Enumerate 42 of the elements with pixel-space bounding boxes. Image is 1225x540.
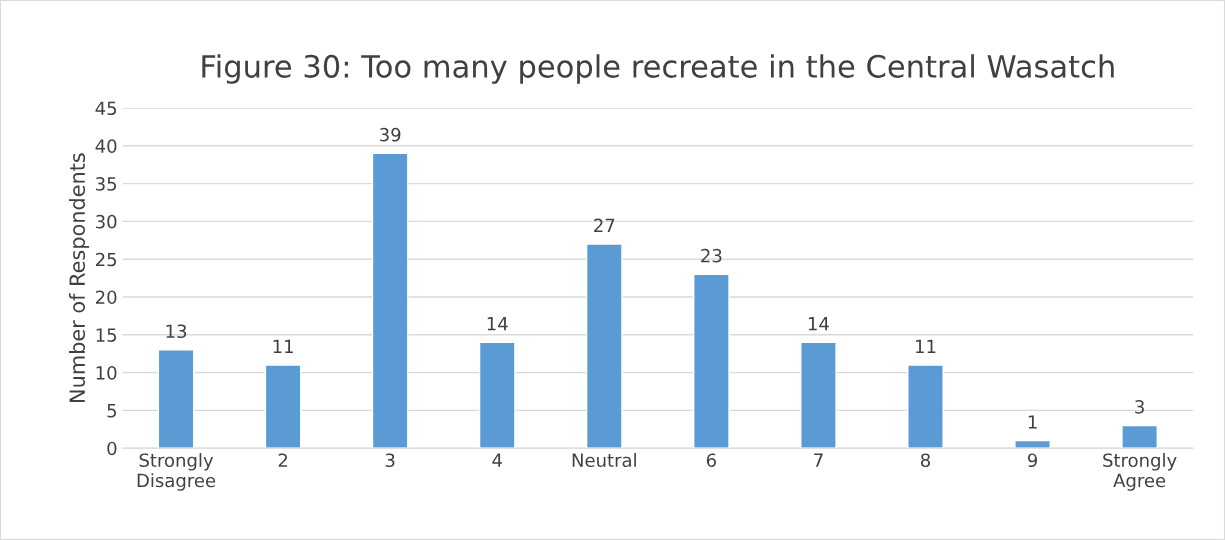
- y-tick-label: 30: [96, 214, 117, 229]
- data-label: 27: [594, 218, 615, 232]
- bar: [371, 152, 409, 449]
- x-tick-label: 7: [814, 453, 823, 467]
- bar: [478, 341, 516, 449]
- y-tick-label: 45: [95, 101, 117, 116]
- x-tick-label: Strongly Disagree: [137, 453, 216, 491]
- data-label: 14: [487, 317, 508, 331]
- x-tick-label: 2: [278, 453, 288, 467]
- x-tick-label: 4: [492, 453, 502, 467]
- bar: [800, 341, 837, 449]
- y-tick-label: 20: [95, 290, 117, 305]
- data-label: 14: [808, 317, 829, 331]
- bar: [907, 364, 944, 449]
- data-label: 23: [701, 248, 722, 263]
- bar: [1121, 424, 1158, 449]
- chart-title: Figure 30: Too many people recreate in the Central Wasatch: [202, 54, 1114, 84]
- x-tick-label: Strongly Agree: [1103, 453, 1177, 491]
- x-tick-label: 9: [1027, 453, 1038, 468]
- y-axis-title: Number of Respondents: [68, 153, 90, 402]
- data-label: 3: [1135, 400, 1144, 414]
- bar: [157, 349, 195, 449]
- y-tick-label: 0: [107, 441, 117, 456]
- y-tick-label: 35: [96, 177, 117, 191]
- x-tick-label: 6: [706, 453, 716, 468]
- bar: [585, 243, 623, 449]
- y-tick-label: 15: [96, 328, 117, 342]
- x-tick-label: Neutral: [572, 453, 636, 468]
- y-tick-label: 25: [95, 252, 117, 267]
- y-tick-label: 5: [107, 404, 117, 418]
- data-label: 11: [273, 339, 293, 353]
- data-label: 11: [915, 339, 936, 353]
- data-label: 13: [166, 324, 187, 339]
- y-tick-label: 10: [96, 366, 117, 380]
- bar: [1014, 439, 1051, 449]
- data-label: 1: [1028, 415, 1037, 429]
- x-tick-label: 3: [385, 453, 395, 468]
- bar: [264, 364, 302, 449]
- y-tick-label: 40: [95, 139, 117, 153]
- x-tick-label: 8: [920, 453, 930, 468]
- data-label: 39: [380, 127, 401, 142]
- bar: [692, 273, 730, 449]
